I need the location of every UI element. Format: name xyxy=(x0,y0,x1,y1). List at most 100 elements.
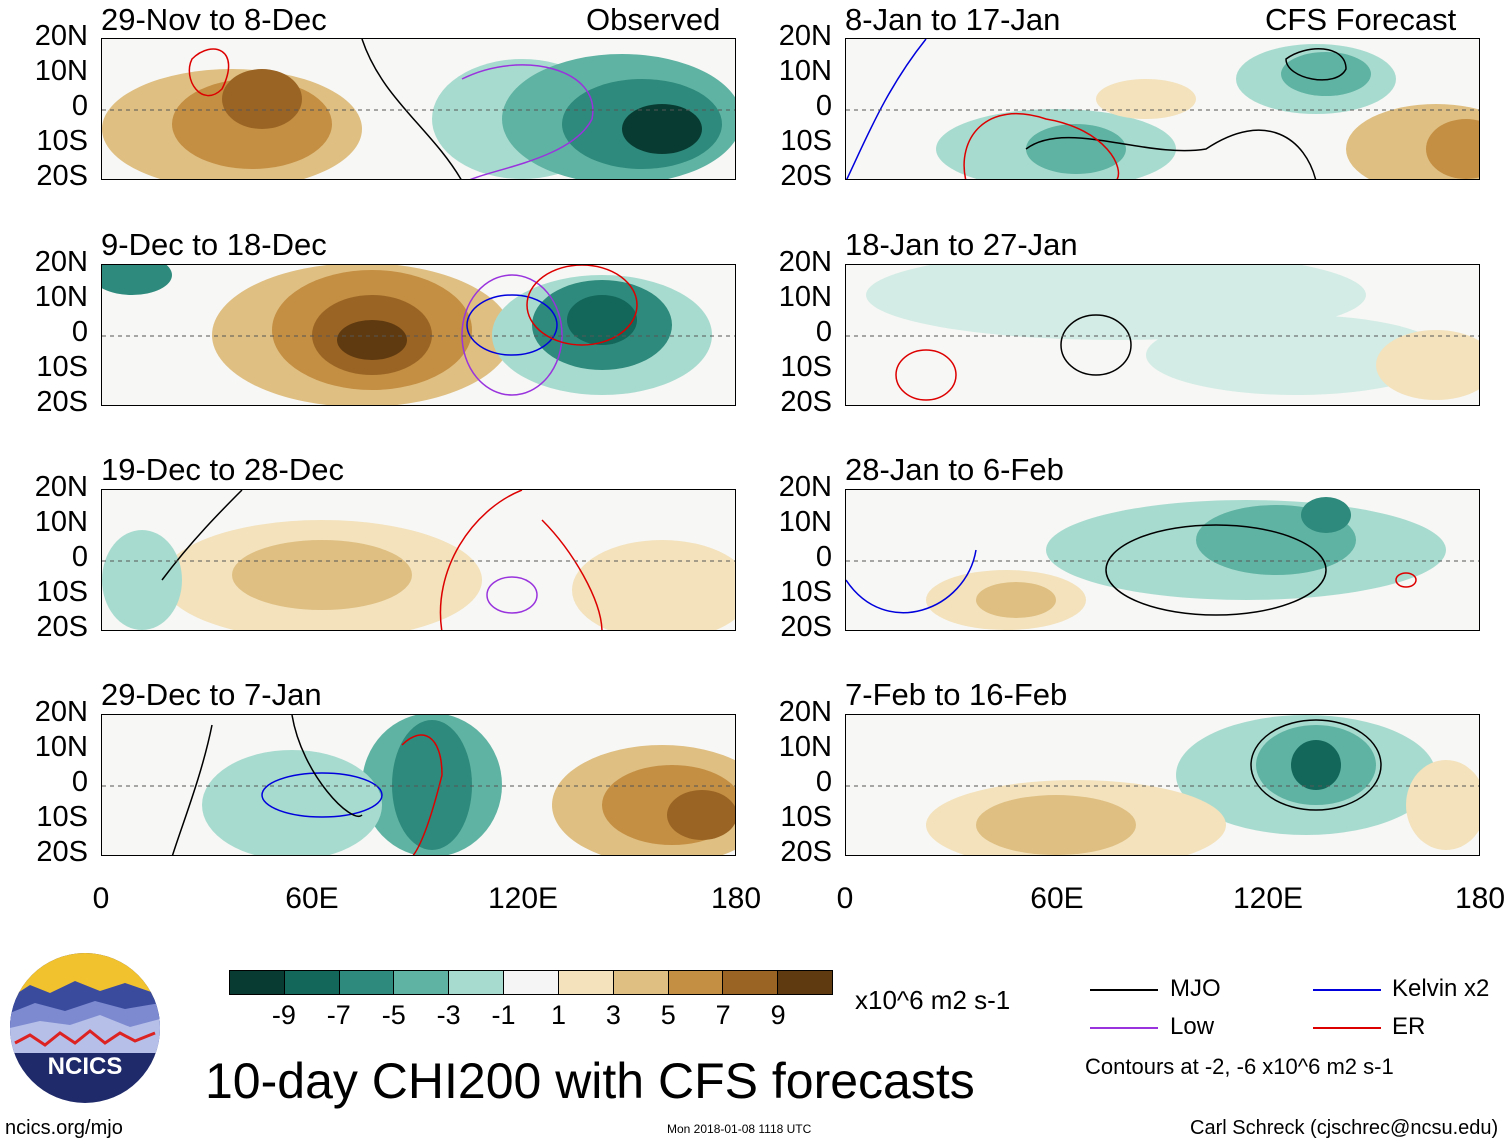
legend-line-mjo xyxy=(1090,989,1158,991)
colorbar-tick-label: -3 xyxy=(436,1000,461,1030)
lat-label: 10S xyxy=(36,351,88,383)
colorbar-swatch xyxy=(339,971,395,994)
forecast-label: CFS Forecast xyxy=(1265,2,1457,37)
map-field xyxy=(102,490,735,630)
lat-label: 20N xyxy=(778,20,832,52)
lon-label: 0 xyxy=(836,882,854,915)
panel-period-label: 29-Nov to 8-Dec xyxy=(101,2,327,37)
observed-label: Observed xyxy=(586,2,721,37)
lat-label: 10S xyxy=(36,125,88,157)
map-field xyxy=(846,715,1479,855)
legend-label: Low xyxy=(1170,1013,1215,1040)
colorbar-swatch xyxy=(449,971,505,994)
lat-label: 0 xyxy=(71,90,88,122)
lat-label: 10S xyxy=(36,576,88,608)
footer-credit: Carl Schreck (cjschrec@ncsu.edu) xyxy=(1190,1117,1499,1139)
colorbar-tick-label: 7 xyxy=(715,1000,731,1030)
map-field xyxy=(102,715,735,855)
map-field xyxy=(102,39,735,179)
colorbar-units: x10^6 m2 s-1 xyxy=(855,985,1011,1015)
lat-label: 20S xyxy=(780,611,832,643)
colorbar-swatch xyxy=(284,971,340,994)
colorbar-tick-label: 3 xyxy=(605,1000,621,1030)
lat-label: 20S xyxy=(780,160,832,192)
lat-label: 20N xyxy=(778,246,832,278)
lat-label: 20N xyxy=(778,471,832,503)
panel-period-label: 19-Dec to 28-Dec xyxy=(101,452,344,487)
footer-timestamp: Mon 2018-01-08 1118 UTC xyxy=(667,1122,812,1136)
legend-line-kelvin xyxy=(1313,989,1381,991)
lat-label: 20N xyxy=(34,246,88,278)
lat-label: 10N xyxy=(778,55,832,87)
colorbar-swatch xyxy=(394,971,450,994)
colorbar-swatch xyxy=(230,971,285,994)
map-panel-observed-2 xyxy=(101,264,736,406)
colorbar-tick-label: 9 xyxy=(770,1000,786,1030)
lat-label: 20S xyxy=(36,836,88,868)
map-field xyxy=(846,497,1479,630)
colorbar-tick-label: 5 xyxy=(660,1000,676,1030)
lat-label: 20N xyxy=(34,20,88,52)
lon-label: 120E xyxy=(1232,882,1304,915)
map-panel-observed-3 xyxy=(101,489,736,631)
lat-label: 10S xyxy=(780,801,832,833)
legend-label: ER xyxy=(1392,1013,1426,1040)
lat-label: 10N xyxy=(34,281,88,313)
panel-period-label: 18-Jan to 27-Jan xyxy=(845,227,1078,262)
logo-text: NCICS xyxy=(47,1053,123,1080)
lat-label: 0 xyxy=(815,316,832,348)
panel-period-label: 9-Dec to 18-Dec xyxy=(101,227,327,262)
lon-label: 120E xyxy=(487,882,559,915)
colorbar-swatch xyxy=(778,971,832,994)
map-field xyxy=(846,39,1479,179)
lat-label: 0 xyxy=(71,766,88,798)
lat-label: 0 xyxy=(815,90,832,122)
map-panel-forecast-2 xyxy=(845,264,1480,406)
colorbar-swatch xyxy=(504,971,559,994)
lat-label: 20S xyxy=(780,836,832,868)
contours-note: Contours at -2, -6 x10^6 m2 s-1 xyxy=(1085,1054,1394,1079)
lat-label: 10N xyxy=(34,731,88,763)
lon-label: 180 xyxy=(710,882,762,915)
map-field xyxy=(102,265,735,405)
panel-period-label: 8-Jan to 17-Jan xyxy=(845,2,1061,37)
legend-label: Kelvin x2 xyxy=(1392,975,1490,1002)
lat-label: 20N xyxy=(34,471,88,503)
footer-url[interactable]: ncics.org/mjo xyxy=(5,1117,123,1139)
lon-label: 0 xyxy=(92,882,110,915)
colorbar-swatch xyxy=(668,971,724,994)
colorbar-swatch xyxy=(558,971,614,994)
lat-label: 20S xyxy=(36,611,88,643)
lat-label: 10N xyxy=(778,731,832,763)
lat-label: 0 xyxy=(71,541,88,573)
colorbar xyxy=(229,970,833,995)
colorbar-tick-label: -1 xyxy=(491,1000,516,1030)
lat-label: 20N xyxy=(778,696,832,728)
figure-title: 10-day CHI200 with CFS forecasts xyxy=(205,1053,975,1109)
map-panel-forecast-4 xyxy=(845,714,1480,856)
map-panel-forecast-1 xyxy=(845,38,1480,180)
panel-period-label: 29-Dec to 7-Jan xyxy=(101,677,322,712)
map-panel-observed-1 xyxy=(101,38,736,180)
lat-label: 0 xyxy=(71,316,88,348)
legend-line-er xyxy=(1313,1027,1381,1029)
lon-label: 60E xyxy=(1030,882,1084,915)
map-panel-observed-4 xyxy=(101,714,736,856)
lat-label: 0 xyxy=(815,541,832,573)
lat-label: 10S xyxy=(780,351,832,383)
lat-label: 10N xyxy=(778,506,832,538)
lat-label: 0 xyxy=(815,766,832,798)
colorbar-tick-label: -9 xyxy=(271,1000,296,1030)
lat-label: 10S xyxy=(780,576,832,608)
lat-label: 20S xyxy=(780,386,832,418)
legend-line-low xyxy=(1090,1027,1158,1029)
lon-label: 180 xyxy=(1454,882,1506,915)
lat-label: 20N xyxy=(34,696,88,728)
lat-label: 10N xyxy=(34,55,88,87)
panel-period-label: 28-Jan to 6-Feb xyxy=(845,452,1064,487)
map-panel-forecast-3 xyxy=(845,489,1480,631)
lat-label: 20S xyxy=(36,386,88,418)
lat-label: 20S xyxy=(36,160,88,192)
colorbar-tick-label: -7 xyxy=(326,1000,351,1030)
legend-label: MJO xyxy=(1170,975,1221,1002)
